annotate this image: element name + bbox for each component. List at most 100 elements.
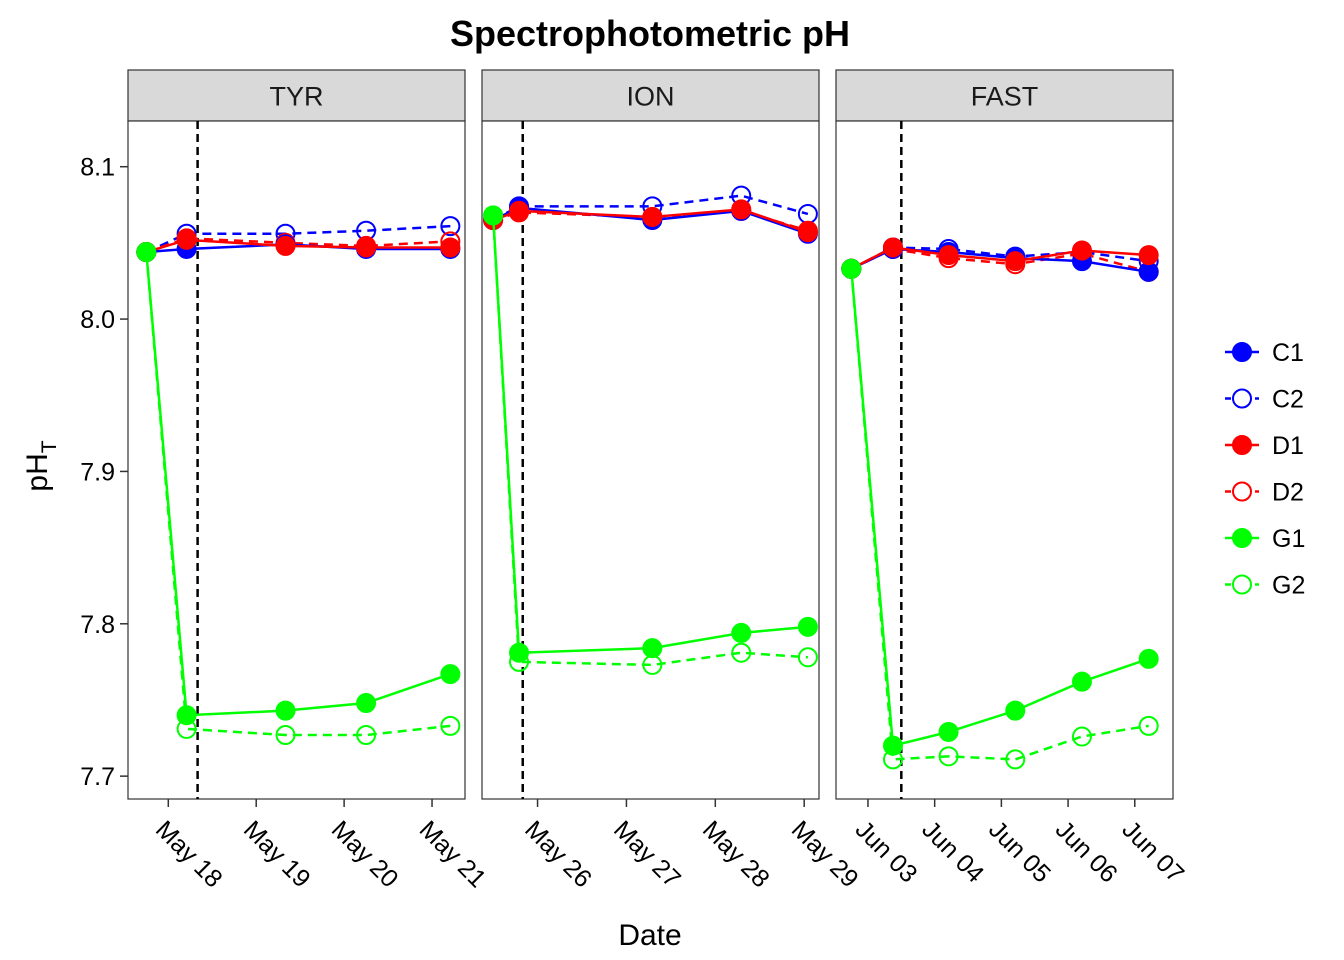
x-tick-label: May 20	[326, 815, 404, 893]
panel-ion: ION May 26 May 27 May 28 May 29	[481, 69, 864, 893]
data-point-d1	[797, 222, 818, 243]
data-point-g1	[1071, 671, 1092, 692]
data-point-g1	[797, 616, 818, 637]
data-point-d1	[1005, 251, 1026, 272]
legend-label: D2	[1272, 479, 1304, 507]
x-tick-label: May 29	[786, 815, 864, 893]
legend-key-point	[1232, 435, 1252, 455]
data-point-d1	[275, 235, 296, 256]
data-point-g1	[882, 735, 903, 756]
data-point-d1	[440, 237, 461, 258]
data-point-g1	[136, 242, 157, 263]
data-point-g2	[440, 715, 461, 736]
legend-label: G1	[1272, 525, 1305, 553]
legend-item-g1: G1	[1225, 525, 1305, 553]
panel-strip-label: ION	[626, 82, 674, 112]
data-point-d1	[1071, 240, 1092, 261]
x-tick-label: May 27	[608, 815, 686, 893]
data-point-d1	[642, 206, 663, 227]
data-point-d1	[938, 245, 959, 266]
data-point-c1	[1138, 261, 1159, 282]
x-tick-label: Jun 07	[1117, 815, 1190, 888]
data-point-g2	[938, 746, 959, 767]
data-point-g1	[509, 642, 530, 663]
panel-strip-label: FAST	[971, 82, 1039, 112]
data-point-d1	[1138, 245, 1159, 266]
legend-key-point	[1232, 574, 1252, 595]
series-line-g2	[491, 215, 808, 667]
legend-item-c1: C1	[1225, 339, 1304, 367]
legend-key-point	[1232, 388, 1252, 409]
y-axis-title: pHT	[21, 440, 61, 491]
panel-strip	[835, 69, 1174, 122]
data-point-g2	[1138, 715, 1159, 736]
x-tick-label: Jun 03	[850, 815, 923, 888]
data-point-g2	[797, 647, 818, 668]
x-tick-label: May 28	[697, 815, 775, 893]
y-tick-label: 8.1	[80, 154, 115, 182]
legend-item-c2: C2	[1225, 386, 1304, 414]
legend-item-d1: D1	[1225, 432, 1304, 460]
data-point-g1	[356, 693, 377, 714]
data-point-c2	[440, 216, 461, 237]
data-point-d1	[731, 199, 752, 220]
series-line-g1	[850, 268, 1150, 748]
legend-item-g2: G2	[1225, 572, 1305, 600]
legend-item-d2: D2	[1225, 479, 1304, 507]
data-point-g1	[275, 700, 296, 721]
x-tick-label: May 21	[414, 815, 492, 893]
panel-strip	[481, 69, 820, 122]
data-point-d1	[882, 237, 903, 258]
data-point-g1	[483, 205, 504, 226]
x-tick-label: Jun 06	[1050, 815, 1123, 888]
legend-label: C2	[1272, 386, 1304, 414]
x-axis-title: Date	[618, 919, 681, 952]
legend-label: C1	[1272, 339, 1304, 367]
data-point-g2	[275, 725, 296, 746]
panel-strip	[127, 69, 466, 122]
panel-plot-area	[481, 120, 820, 800]
data-point-g2	[1071, 726, 1092, 747]
panel-plot-area	[835, 120, 1174, 800]
panel-strip-label: TYR	[270, 82, 324, 112]
y-axis: 7.7 7.8 7.9 8.0 8.1	[80, 154, 128, 791]
legend-label: G2	[1272, 572, 1305, 600]
data-point-d1	[356, 237, 377, 258]
data-point-g1	[1005, 700, 1026, 721]
chart-title: Spectrophotometric pH	[450, 13, 850, 54]
legend-key-point	[1232, 528, 1252, 548]
y-tick-label: 7.8	[80, 611, 115, 639]
y-tick-label: 7.7	[80, 763, 115, 791]
legend-key-point	[1232, 342, 1252, 362]
x-tick-label: May 19	[238, 815, 316, 893]
data-point-g2	[356, 725, 377, 746]
data-point-g1	[938, 721, 959, 742]
data-point-d1	[509, 200, 530, 221]
data-point-g1	[440, 664, 461, 685]
data-point-g1	[731, 622, 752, 643]
y-axis-title-main: pH	[21, 453, 54, 491]
data-point-g1	[176, 705, 197, 726]
y-tick-label: 8.0	[80, 306, 115, 334]
data-point-d1	[176, 229, 197, 250]
data-point-g1	[1138, 648, 1159, 669]
series-line-c2	[850, 246, 1149, 270]
x-tick-label: May 18	[150, 815, 228, 893]
legend: C1 C2 D1 D2 G1 G2	[1225, 339, 1305, 600]
panel-tyr: TYR May 18 May 19 May 20 May 21	[127, 69, 492, 893]
y-axis-title-subscript: T	[38, 440, 61, 453]
data-point-g2	[731, 642, 752, 663]
legend-label: D1	[1272, 432, 1304, 460]
legend-key-point	[1232, 481, 1252, 502]
x-tick-label: Jun 04	[916, 815, 989, 888]
data-point-g2	[1005, 749, 1026, 770]
x-tick-label: May 26	[519, 815, 597, 893]
panel-plot-area	[127, 120, 466, 800]
data-point-g1	[841, 258, 862, 279]
y-tick-label: 7.9	[80, 458, 115, 486]
x-tick-label: Jun 05	[983, 815, 1056, 888]
data-point-g1	[642, 638, 663, 659]
